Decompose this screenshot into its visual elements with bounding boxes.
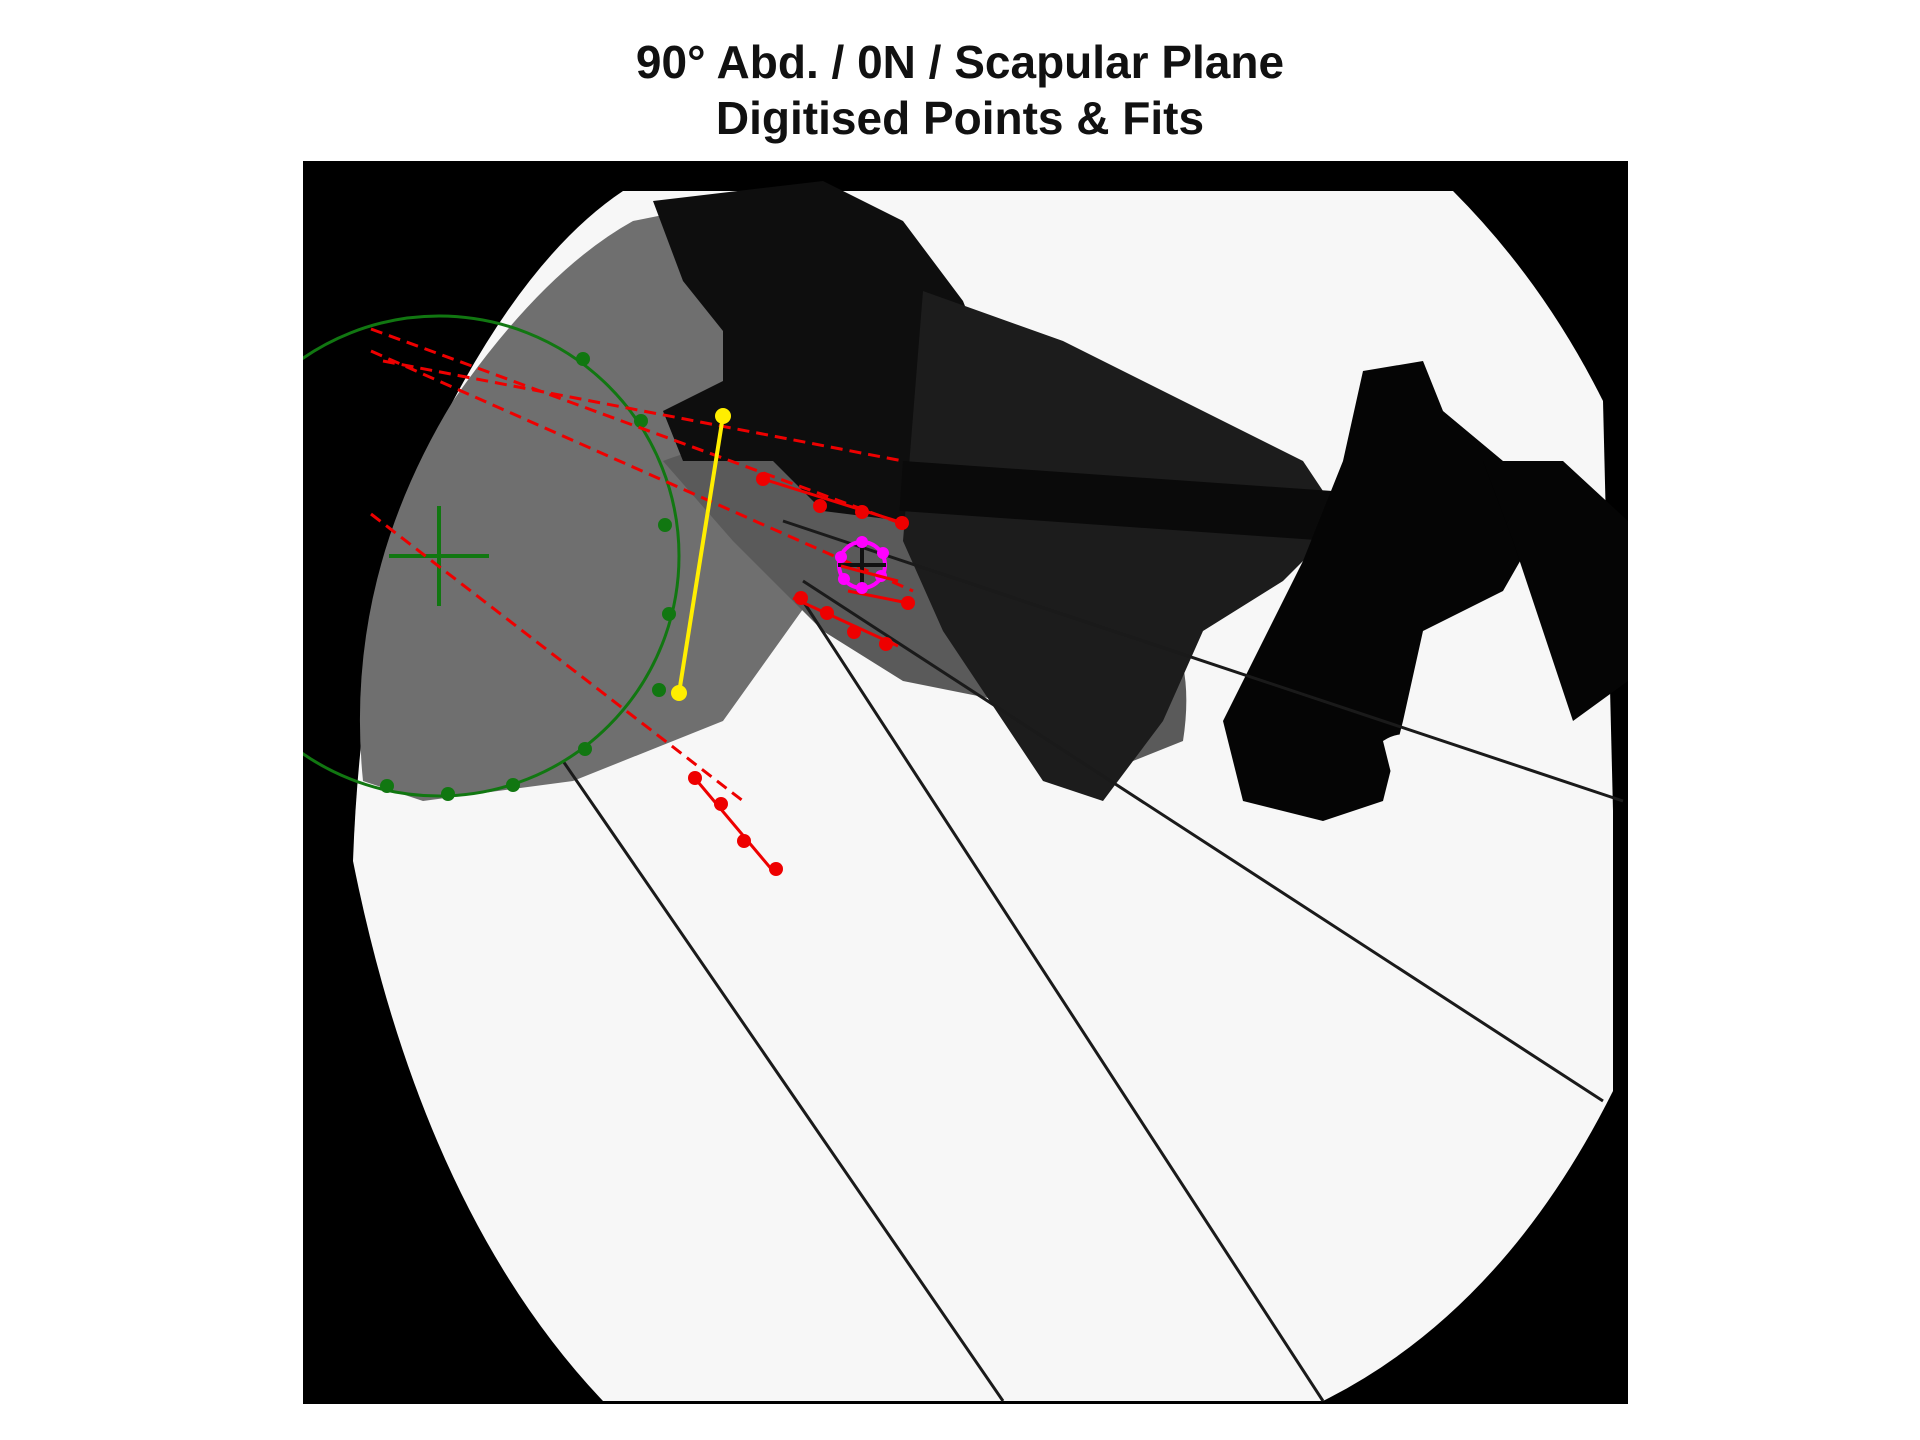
fixture-clamp — [1223, 361, 1543, 821]
circle-points — [380, 352, 676, 801]
solid-line-fits — [691, 477, 909, 872]
circle-fit — [303, 314, 681, 798]
scapula-shadow — [903, 291, 1343, 801]
fluoroscopy-image — [303, 161, 1628, 1404]
dashed-line-fits — [370, 327, 914, 803]
figure-title: 90° Abd. / 0N / Scapular Plane Digitised… — [0, 34, 1920, 146]
fluoroscopy-svg — [303, 161, 1628, 1404]
line-points — [688, 472, 915, 876]
fixture-rod — [899, 461, 1372, 544]
title-line-2: Digitised Points & Fits — [715, 92, 1205, 144]
humeral-head-circle-fit — [303, 314, 681, 801]
small-circle-fit — [835, 536, 899, 594]
yellow-axis-marker — [671, 408, 731, 701]
fixture-arm — [1483, 461, 1628, 721]
guide-wires — [561, 519, 1624, 1402]
clamp-hole — [1383, 734, 1443, 781]
title-line-1: 90° Abd. / 0N / Scapular Plane — [635, 36, 1285, 88]
